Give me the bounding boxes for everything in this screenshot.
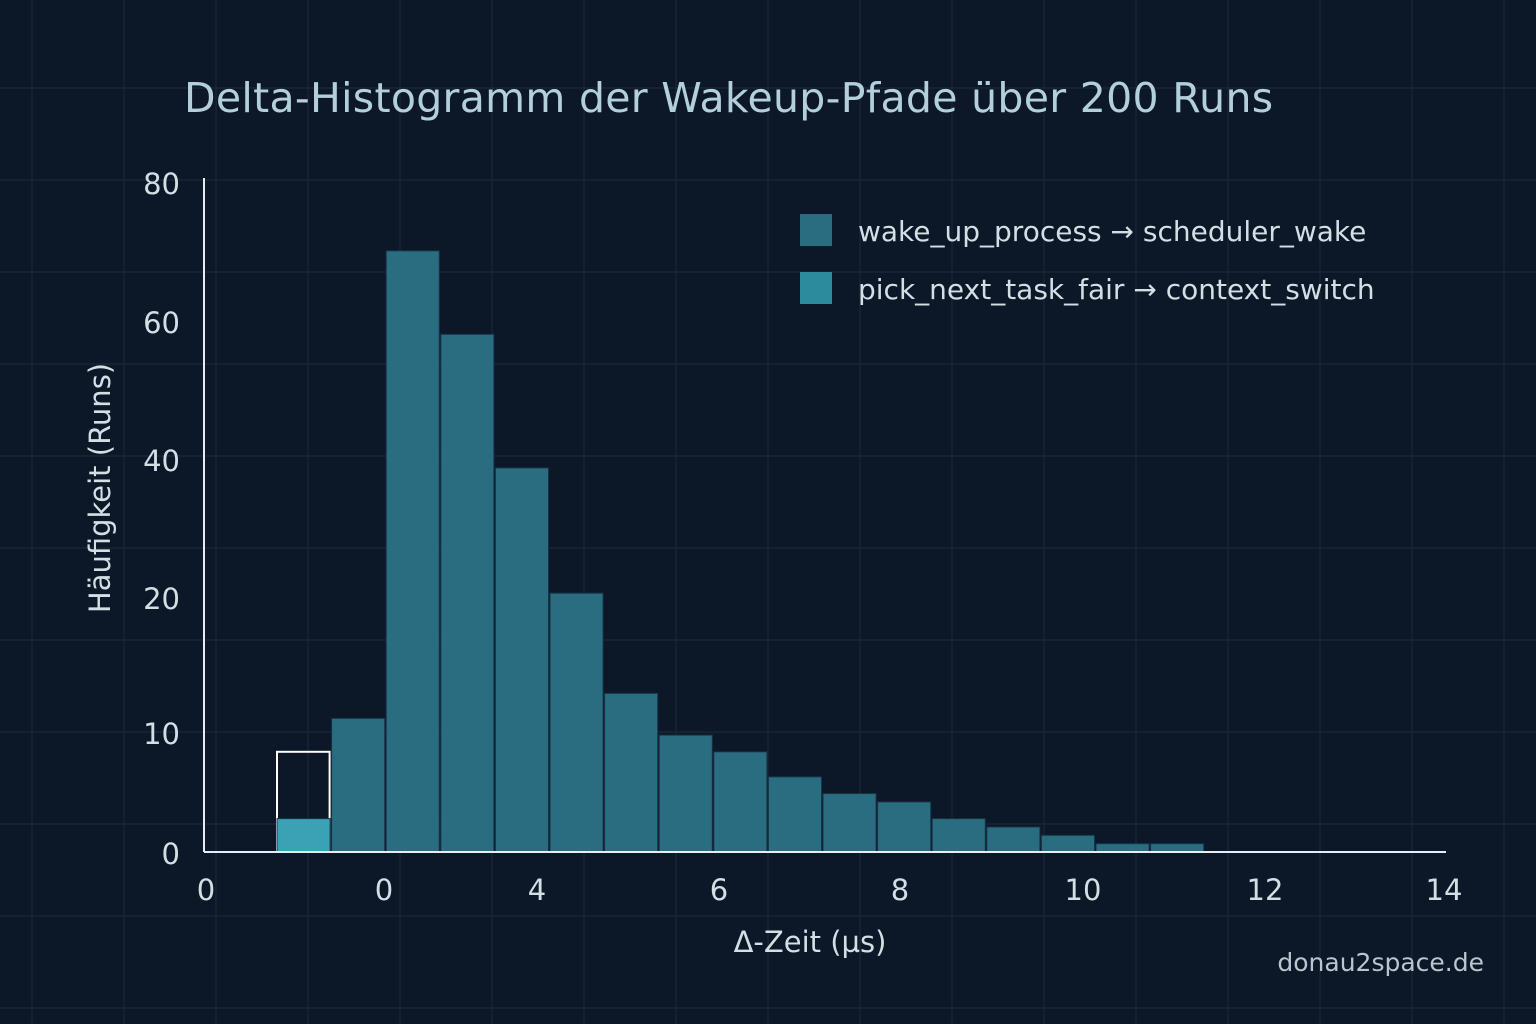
bars-layer [276, 250, 1205, 853]
x-tick-label: 12 [1247, 873, 1284, 907]
chart-title: Delta-Histogramm der Wakeup-Pfade über 2… [184, 74, 1274, 122]
y-tick-label: 40 [143, 444, 180, 478]
histogram-bar [986, 826, 1041, 853]
y-tick-label: 20 [143, 582, 180, 616]
histogram-bar [331, 717, 386, 853]
x-tick-label: 6 [710, 873, 728, 907]
histogram-bar [658, 734, 713, 853]
x-tick-label: 8 [891, 873, 909, 907]
histogram-bar [494, 467, 549, 853]
histogram-bar [440, 333, 495, 853]
y-tick-label: 60 [143, 306, 180, 340]
y-tick-label: 0 [162, 837, 180, 871]
x-tick-label: 0 [197, 873, 215, 907]
legend-swatch [800, 272, 832, 304]
x-tick-label: 4 [528, 873, 546, 907]
legend-label: pick_next_task_fair → context_switch [858, 273, 1375, 306]
histogram-bar-secondary [276, 818, 331, 853]
y-tick-label: 10 [143, 717, 180, 751]
histogram-bar [877, 801, 932, 853]
legend-swatch [800, 214, 832, 246]
x-tick-label: 14 [1426, 873, 1463, 907]
histogram-bar [1150, 843, 1205, 853]
histogram-bar [1095, 843, 1150, 853]
x-tick-label: 0 [375, 873, 393, 907]
y-tick-label: 80 [143, 167, 180, 201]
histogram-bar [1040, 834, 1096, 853]
y-axis-label: Häufigkeit (Runs) [83, 363, 117, 613]
legend-label: wake_up_process → scheduler_wake [858, 215, 1366, 248]
histogram-bar [713, 751, 768, 853]
histogram-bar [767, 776, 823, 853]
histogram-bar [385, 250, 440, 853]
x-tick-label: 10 [1065, 873, 1102, 907]
histogram-bar [822, 793, 877, 853]
legend: wake_up_process → scheduler_wake pick_nex… [800, 214, 1375, 306]
histogram-bar [549, 592, 604, 853]
axes-layer [203, 178, 1446, 853]
histogram-bar [931, 818, 986, 853]
histogram-bar [604, 692, 659, 853]
x-axis-label: Δ-Zeit (µs) [734, 925, 887, 959]
watermark: donau2space.de [1277, 948, 1484, 977]
